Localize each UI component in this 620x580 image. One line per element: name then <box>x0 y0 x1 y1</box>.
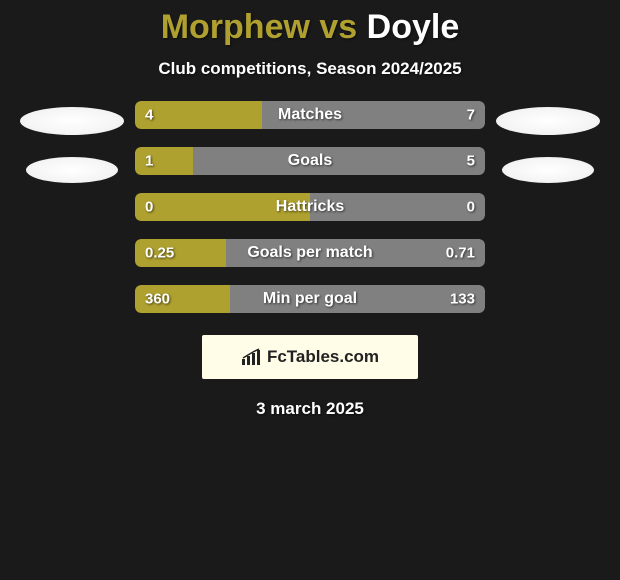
stat-label: Goals per match <box>247 244 372 262</box>
stat-label: Hattricks <box>276 198 344 216</box>
stat-row: Goals 1 5 <box>135 147 485 175</box>
stat-label: Matches <box>278 106 342 124</box>
player-right-name: Doyle <box>367 8 460 46</box>
right-avatar-col <box>493 101 603 183</box>
stat-value-right: 0.71 <box>446 245 475 262</box>
avatar-placeholder <box>496 107 600 135</box>
team-logo-placeholder <box>502 157 594 183</box>
date: 3 march 2025 <box>0 399 620 419</box>
comparison-area: Matches 4 7 Goals 1 5 Hattricks 0 0 Goals per mat… <box>0 101 620 313</box>
stat-row: Matches 4 7 <box>135 101 485 129</box>
stat-value-left: 360 <box>145 291 170 308</box>
stat-label: Min per goal <box>263 290 357 308</box>
stat-bar-right <box>193 147 485 175</box>
stat-value-right: 5 <box>467 153 475 170</box>
title: Morphew vs Doyle <box>0 8 620 47</box>
stat-row: Min per goal 360 133 <box>135 285 485 313</box>
stat-value-right: 0 <box>467 199 475 216</box>
stat-value-left: 1 <box>145 153 153 170</box>
left-avatar-col <box>17 101 127 183</box>
stat-row: Hattricks 0 0 <box>135 193 485 221</box>
player-left-name: Morphew <box>161 8 310 46</box>
brand-text: FcTables.com <box>267 347 379 367</box>
title-vs: vs <box>319 8 357 46</box>
stat-bar-left <box>135 147 193 175</box>
stat-label: Goals <box>288 152 332 170</box>
team-logo-placeholder <box>26 157 118 183</box>
comparison-card: Morphew vs Doyle Club competitions, Seas… <box>0 0 620 419</box>
stat-row: Goals per match 0.25 0.71 <box>135 239 485 267</box>
avatar-placeholder <box>20 107 124 135</box>
stat-value-left: 0 <box>145 199 153 216</box>
brand-box[interactable]: FcTables.com <box>202 335 418 379</box>
stat-value-left: 4 <box>145 107 153 124</box>
stat-value-right: 133 <box>450 291 475 308</box>
stat-value-left: 0.25 <box>145 245 174 262</box>
brand-chart-icon <box>241 348 263 366</box>
subtitle: Club competitions, Season 2024/2025 <box>0 59 620 79</box>
stat-bar-left <box>135 101 262 129</box>
stat-value-right: 7 <box>467 107 475 124</box>
stat-bars: Matches 4 7 Goals 1 5 Hattricks 0 0 Goals per mat… <box>135 101 485 313</box>
